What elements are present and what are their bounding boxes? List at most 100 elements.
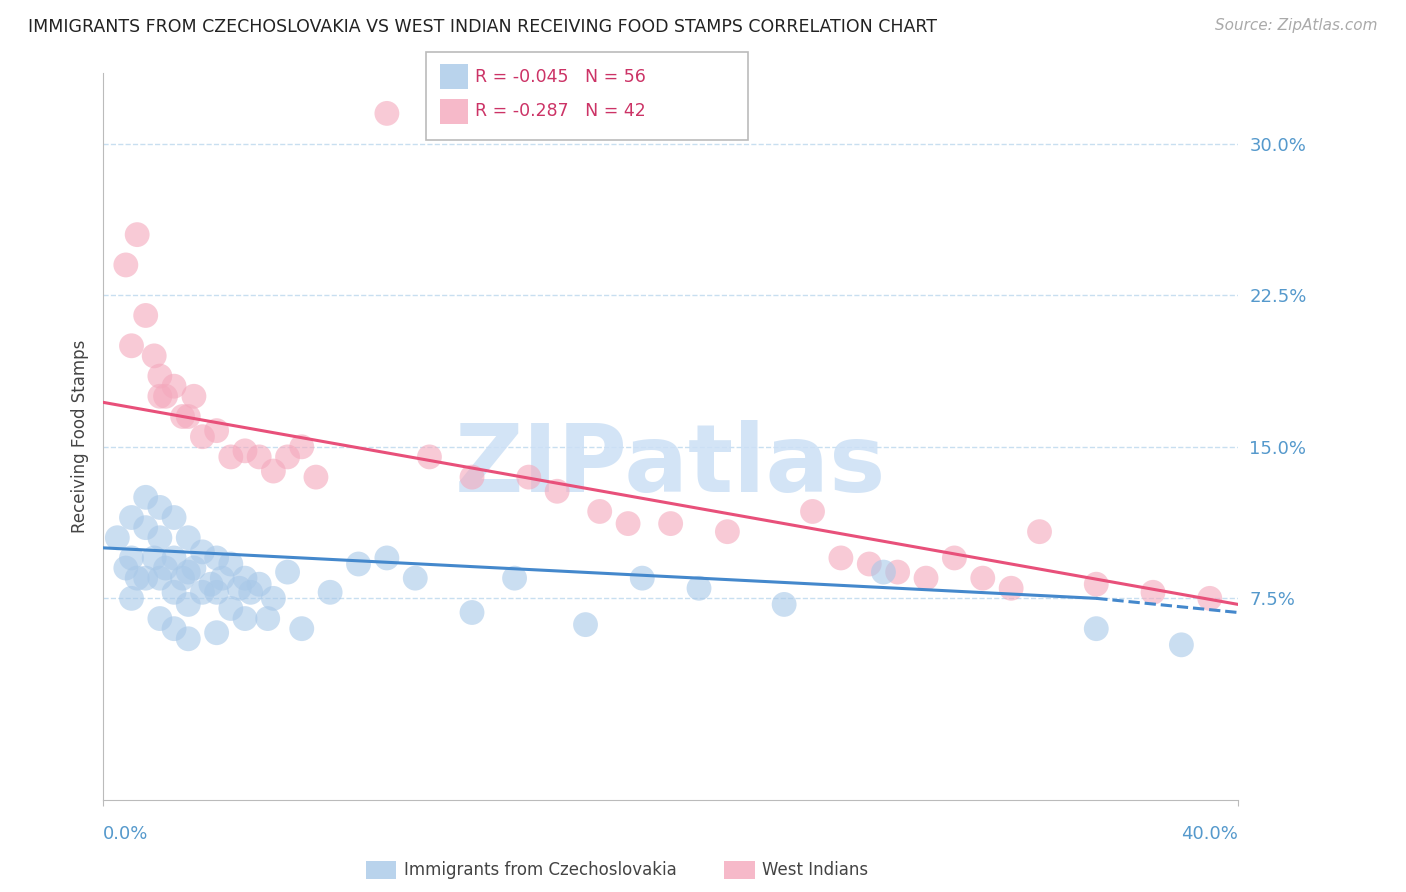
Point: [121, 510, 143, 524]
Point: [858, 557, 880, 571]
Point: [1000, 581, 1022, 595]
Point: [183, 389, 205, 403]
Point: [631, 571, 654, 585]
Point: [143, 349, 166, 363]
Point: [574, 617, 596, 632]
Point: [205, 585, 228, 599]
Point: [219, 557, 242, 571]
Point: [135, 521, 157, 535]
Point: [801, 504, 824, 518]
Point: [155, 389, 177, 403]
Point: [205, 625, 228, 640]
Point: [262, 464, 284, 478]
Point: [163, 622, 186, 636]
Point: [177, 632, 200, 646]
Point: [177, 565, 200, 579]
Point: [149, 571, 172, 585]
Point: [149, 389, 172, 403]
Point: [191, 430, 214, 444]
Point: [1170, 638, 1192, 652]
Point: [1085, 577, 1108, 591]
Point: [1198, 591, 1220, 606]
Point: [886, 565, 908, 579]
Point: [546, 484, 568, 499]
Point: [163, 379, 186, 393]
Point: [305, 470, 328, 484]
Point: [219, 601, 242, 615]
Point: [149, 611, 172, 625]
Point: [149, 500, 172, 515]
Point: [211, 571, 233, 585]
Point: [943, 550, 966, 565]
Point: [233, 443, 256, 458]
Point: [191, 545, 214, 559]
Point: [418, 450, 440, 464]
Point: [461, 470, 484, 484]
Point: [375, 106, 398, 120]
Point: [830, 550, 852, 565]
Point: [277, 565, 299, 579]
Point: [291, 440, 314, 454]
Point: [589, 504, 612, 518]
Point: [688, 581, 710, 595]
Point: [277, 450, 299, 464]
Point: [375, 550, 398, 565]
Point: [716, 524, 738, 539]
Point: [200, 577, 222, 591]
Text: IMMIGRANTS FROM CZECHOSLOVAKIA VS WEST INDIAN RECEIVING FOOD STAMPS CORRELATION : IMMIGRANTS FROM CZECHOSLOVAKIA VS WEST I…: [28, 18, 938, 36]
Text: R = -0.045   N = 56: R = -0.045 N = 56: [475, 68, 647, 86]
Point: [135, 491, 157, 505]
Text: 40.0%: 40.0%: [1181, 825, 1239, 843]
Point: [233, 611, 256, 625]
Point: [228, 581, 250, 595]
Text: Immigrants from Czechoslovakia: Immigrants from Czechoslovakia: [404, 861, 676, 879]
Point: [659, 516, 682, 531]
Point: [291, 622, 314, 636]
Point: [114, 258, 136, 272]
Point: [404, 571, 426, 585]
Point: [127, 227, 149, 242]
Point: [319, 585, 342, 599]
Point: [503, 571, 526, 585]
Point: [155, 561, 177, 575]
Point: [872, 565, 894, 579]
Text: West Indians: West Indians: [762, 861, 868, 879]
Point: [461, 606, 484, 620]
Point: [205, 424, 228, 438]
Point: [143, 550, 166, 565]
Point: [105, 531, 128, 545]
Point: [149, 369, 172, 384]
Point: [915, 571, 938, 585]
Point: [205, 550, 228, 565]
Point: [163, 585, 186, 599]
Point: [972, 571, 994, 585]
Point: [247, 450, 270, 464]
Point: [256, 611, 278, 625]
Point: [347, 557, 370, 571]
Point: [114, 561, 136, 575]
Point: [1028, 524, 1050, 539]
Text: R = -0.287   N = 42: R = -0.287 N = 42: [475, 103, 645, 120]
Point: [219, 450, 242, 464]
Point: [172, 571, 194, 585]
Point: [1085, 622, 1108, 636]
Point: [517, 470, 540, 484]
Point: [262, 591, 284, 606]
Point: [247, 577, 270, 591]
Point: [121, 339, 143, 353]
Point: [177, 409, 200, 424]
Text: 0.0%: 0.0%: [103, 825, 149, 843]
Y-axis label: Receiving Food Stamps: Receiving Food Stamps: [72, 340, 89, 533]
Point: [163, 510, 186, 524]
Point: [135, 571, 157, 585]
Point: [191, 585, 214, 599]
Text: ZIPatlas: ZIPatlas: [456, 420, 886, 512]
Point: [149, 531, 172, 545]
Point: [121, 591, 143, 606]
Point: [172, 409, 194, 424]
Point: [617, 516, 640, 531]
Point: [163, 550, 186, 565]
Text: Source: ZipAtlas.com: Source: ZipAtlas.com: [1215, 18, 1378, 33]
Point: [127, 571, 149, 585]
Point: [121, 550, 143, 565]
